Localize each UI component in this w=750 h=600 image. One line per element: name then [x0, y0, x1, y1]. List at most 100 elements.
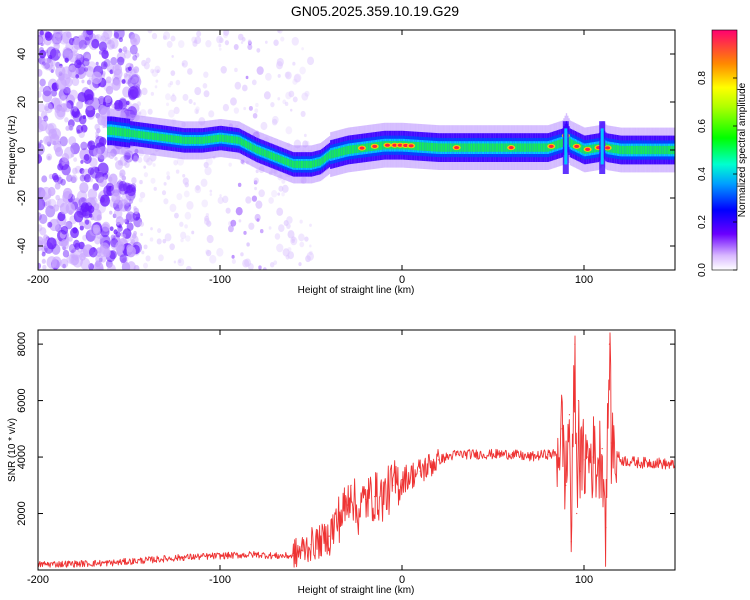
spectrogram-noise-blob: [301, 92, 309, 101]
spectrogram-noise-blob: [166, 171, 170, 176]
spectrogram-noise-blob: [237, 33, 244, 41]
spectrogram-noise-blob: [277, 97, 281, 101]
spectrogram-ridge-segment: [619, 145, 621, 154]
snr-y-label: SNR (10 * v/v): [7, 418, 18, 482]
spectrogram-ridge-segment: [429, 142, 431, 152]
spectrogram-ridge-segment: [629, 145, 631, 155]
spectrogram-noise-blob: [309, 250, 313, 256]
spectrogram-noise-blob: [64, 57, 69, 63]
spectrogram-ridge-segment: [268, 151, 271, 159]
spectrogram-ridge-segment: [416, 142, 419, 151]
spectrogram-ridge-segment: [560, 139, 563, 148]
spectrogram-noise-blob: [241, 84, 248, 92]
spectrogram-ridge-segment: [221, 134, 224, 142]
spectrogram-ridge-segment: [132, 130, 135, 138]
spectrogram-ridge-segment: [356, 144, 359, 153]
spectrogram-noise-blob: [209, 193, 213, 197]
spectrogram-disturbance-core: [564, 128, 568, 165]
spectrogram-noise-blob: [271, 190, 278, 198]
spectrogram-noise-blob: [256, 66, 264, 75]
snr-point: [638, 462, 640, 464]
snr-point: [561, 428, 563, 430]
spectrogram-ridge-segment: [638, 145, 640, 155]
spectrogram-noise-blob: [286, 216, 293, 224]
spectrogram-noise-blob: [73, 157, 78, 162]
spectrogram-ridge-segment: [164, 134, 166, 142]
spectrogram-ridge-segment: [267, 150, 270, 158]
spectrogram-ridge-segment: [635, 145, 638, 155]
spectrogram-noise-blob: [152, 163, 156, 167]
spectrogram-noise-blob: [262, 267, 267, 270]
spectrogram-ridge-segment: [354, 144, 356, 154]
spectrogram-ridge-segment: [471, 143, 473, 152]
spectrogram-noise-blob: [163, 182, 167, 186]
spectrogram-noise-blob: [94, 166, 100, 174]
snr-point: [355, 512, 358, 515]
spectrogram-ridge-segment: [652, 145, 654, 155]
spectrogram-ridge-segment: [256, 146, 258, 154]
spectrogram-ridge-segment: [628, 145, 630, 155]
spectrogram-noise-blob: [305, 255, 311, 263]
spectrogram-noise-blob: [208, 110, 215, 118]
spectrogram-noise-blob: [112, 213, 117, 219]
snr-point: [565, 484, 567, 486]
spectrogram-noise-blob: [169, 80, 174, 86]
spectrogram-ridge-segment: [270, 151, 272, 160]
spectrogram-noise-blob: [205, 249, 210, 255]
spectrogram-ridge-segment: [186, 136, 188, 144]
spectrogram-noise-blob: [141, 87, 148, 96]
spectrogram-ridge-segment: [274, 153, 276, 161]
spectrogram-ridge-segment: [540, 143, 542, 152]
spectrogram-ridge-segment: [266, 150, 268, 158]
spectrogram-ridge-segment: [332, 149, 335, 159]
spectrogram-noise-blob: [118, 183, 128, 195]
spectrogram-noise-blob: [111, 44, 115, 49]
spectrogram-ridge-segment: [472, 143, 475, 152]
spectrogram-noise-blob: [176, 157, 185, 166]
spectrogram-ridge-segment: [365, 143, 368, 152]
spectrogram-noise-blob: [255, 102, 259, 108]
spectrogram-noise-blob: [55, 194, 61, 201]
spectrogram-noise-blob: [162, 238, 167, 244]
spectrogram-noise-blob: [100, 61, 108, 70]
spectrogram-ridge-segment: [117, 127, 119, 136]
spectrogram-ridge-segment: [235, 136, 238, 144]
snr-x-ticks: -200 -100 0 100: [27, 330, 593, 586]
spectrogram-noise-blob: [177, 258, 185, 267]
spectrogram-noise-blob: [309, 223, 312, 227]
spectrogram-ridge-segment: [328, 151, 331, 159]
spectrogram-noise-blob: [255, 169, 259, 174]
spectrogram-noise-blob: [204, 215, 210, 222]
spectrogram-ridge-segment: [137, 130, 140, 138]
spectrogram-noise-blob: [141, 59, 147, 67]
spectrogram-ridge-segment: [198, 136, 201, 144]
spectrogram-noise-blob: [105, 95, 112, 104]
spectrogram-noise-blob: [93, 99, 99, 106]
spectrogram-ridge-segment: [203, 136, 206, 144]
spectrogram-noise-blob: [121, 79, 126, 84]
spectrogram-ridge-segment: [309, 160, 312, 168]
spectrogram-noise-blob: [111, 103, 116, 109]
spectrogram-ridge-segment: [335, 149, 337, 158]
spectrogram-noise-blob: [133, 38, 137, 43]
spectrogram-noise-blob: [225, 207, 231, 214]
spectrogram-noise-blob: [283, 219, 289, 227]
spectrogram-ridge-segment: [230, 135, 233, 143]
spectrogram-noise-blob: [105, 76, 112, 84]
snr-point: [592, 456, 594, 458]
spectrogram-ridge-segment: [643, 145, 645, 155]
spectrogram-noise-blob: [125, 211, 135, 223]
spectrogram-ridge-segment: [461, 143, 463, 152]
spectrogram-noise-blob: [115, 160, 124, 170]
spectrogram-ridge-segment: [246, 140, 248, 149]
spectrogram-noise-blob: [101, 31, 110, 42]
spectrogram-ridge-segment: [449, 143, 452, 152]
spectrogram-noise-blob: [108, 173, 118, 185]
spectrogram-ridge-segment: [161, 134, 164, 142]
spectrogram-ridge-segment: [448, 143, 450, 152]
spectrogram-noise-blob: [46, 46, 57, 59]
spectrogram-ridge-segment: [667, 145, 670, 155]
spectrogram-ridge-segment: [542, 143, 545, 152]
snr-point: [274, 555, 276, 557]
